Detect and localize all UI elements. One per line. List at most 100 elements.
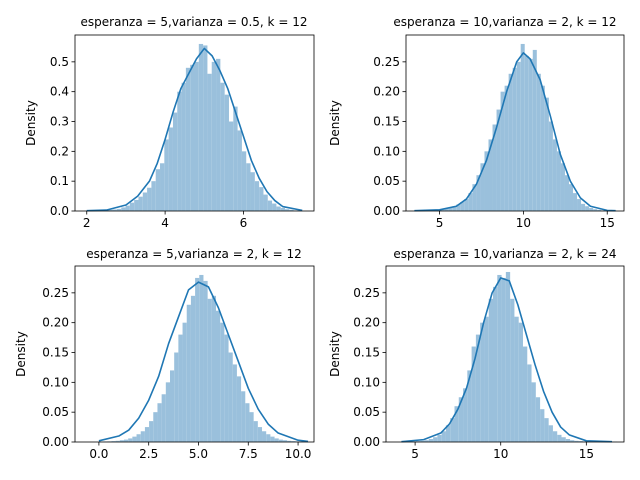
subplot-3-ytick-label: 0.15 [42, 346, 69, 360]
subplot-2-bar [509, 74, 513, 211]
subplot-3-xtick-label: 5.0 [189, 447, 208, 461]
subplot-2-bar [585, 206, 589, 211]
subplot-3-bar [212, 296, 216, 442]
subplot-1-bar [182, 83, 186, 211]
subplot-4-bar [519, 323, 523, 442]
subplot-1-ytick-label: 0.2 [50, 144, 69, 158]
subplot-4-bar [523, 347, 527, 442]
subplot-4-bar [489, 299, 493, 442]
subplot-3-ytick-label: 0.20 [42, 316, 69, 330]
subplot-3-bar [241, 391, 245, 442]
subplot-2-xtick-label: 10 [516, 216, 531, 230]
subplot-3-bar [166, 382, 170, 442]
subplot-2-bar [513, 68, 517, 211]
subplot-3-ylabel: Density [14, 331, 28, 377]
subplot-2-bar [561, 163, 565, 211]
subplot-1-xtick-label: 2 [83, 216, 91, 230]
subplot-4-ytick-label: 0.15 [353, 346, 380, 360]
subplot-1-bar [143, 193, 147, 211]
subplot-2-ytick-label: 0.10 [373, 144, 400, 158]
subplot-1-bar [246, 163, 250, 211]
subplot-3-bar [237, 376, 241, 442]
subplot-4-bar [502, 278, 506, 442]
subplot-3-bar [137, 434, 141, 442]
subplot-1-bar [225, 95, 229, 211]
subplot-2-bar [541, 86, 545, 211]
subplot-1-bar [130, 203, 134, 211]
subplot-1-bar [134, 200, 138, 211]
subplot-3-bar [224, 335, 228, 442]
subplot-3-bar [229, 353, 233, 442]
subplot-1-bar [263, 195, 267, 211]
subplot-2-ylabel: Density [328, 100, 342, 146]
subplot-3-xtick-label: 7.5 [239, 447, 258, 461]
subplot-1-bar [138, 197, 142, 211]
subplot-4-xtick-label: 10 [493, 447, 508, 461]
subplot-1-bar [177, 92, 181, 211]
subplot-1-xtick-label: 4 [161, 216, 169, 230]
subplot-1-xtick-label: 6 [240, 216, 248, 230]
subplot-3-bar [141, 431, 145, 442]
subplot-2-bar [549, 122, 553, 211]
subplot-1-bar [199, 44, 203, 211]
subplot-3-bar [275, 438, 279, 442]
subplot-4-bar [442, 431, 446, 442]
subplot-1-bar [160, 163, 164, 211]
subplot-1-bar [195, 62, 199, 211]
subplot-3-xtick-label: 0.0 [89, 447, 108, 461]
subplot-2-bar [557, 151, 561, 211]
subplot-1-bar [186, 68, 190, 211]
subplot-1-bar [164, 139, 168, 211]
subplot-2-bar [505, 86, 509, 211]
subplot-3-bar [199, 275, 203, 442]
subplot-3-bar [249, 412, 253, 442]
subplot-3-bar [178, 335, 182, 442]
subplot-1-bar [151, 181, 155, 211]
subplot-1-bar [169, 127, 173, 211]
subplot-1-bar [238, 130, 242, 211]
subplot-2-bar [553, 139, 557, 211]
subplot-3-ytick-label: 0.25 [42, 286, 69, 300]
subplot-3-bar [233, 364, 237, 442]
subplot-2-bar [565, 175, 569, 211]
subplot-1-bar [259, 187, 263, 211]
subplot-2-bar [573, 193, 577, 211]
subplot-3-bar [162, 394, 166, 442]
subplot-4-bar [429, 439, 433, 442]
subplot-2-ytick-label: 0.15 [373, 115, 400, 129]
subplot-2-bar [545, 98, 549, 211]
subplot-2-bar [537, 74, 541, 211]
subplot-1-bar [121, 207, 125, 211]
subplot-1-title: esperanza = 5,varianza = 0.5, k = 12 [81, 15, 308, 29]
subplot-2-bar [569, 184, 573, 211]
subplot-4-xtick-label: 5 [411, 447, 419, 461]
subplot-3-bar [153, 412, 157, 442]
subplot-1-bar [255, 181, 259, 211]
subplot-3-bar [245, 403, 249, 442]
subplot-2-ytick-label: 0.25 [373, 55, 400, 69]
subplot-1-ytick-label: 0.5 [50, 55, 69, 69]
subplot-4-ytick-label: 0.05 [353, 405, 380, 419]
subplot-3-bar [191, 296, 195, 442]
subplot-1-ytick-label: 0.0 [50, 204, 69, 218]
subplot-3-bar [149, 421, 153, 442]
subplot-2-bar [517, 62, 521, 211]
subplot-4-bar [493, 287, 497, 442]
subplot-4-bar [566, 439, 570, 442]
subplot-3-bar [270, 437, 274, 442]
subplot-2-ytick-label: 0.00 [373, 204, 400, 218]
subplot-4-bar [506, 272, 510, 442]
subplot-1-bar [173, 113, 177, 211]
subplot-1-bar [229, 122, 233, 211]
subplot-4-bar [549, 425, 553, 442]
subplot-1-bar [207, 74, 211, 211]
subplot-3-bar [266, 434, 270, 442]
subplot-3-ytick-label: 0.10 [42, 375, 69, 389]
subplot-2-xtick-label: 5 [436, 216, 444, 230]
subplot-1-bar [212, 62, 216, 211]
subplot-3-bar [220, 323, 224, 442]
subplot-4-bar [544, 418, 548, 442]
subplot-4-bar [480, 323, 484, 442]
